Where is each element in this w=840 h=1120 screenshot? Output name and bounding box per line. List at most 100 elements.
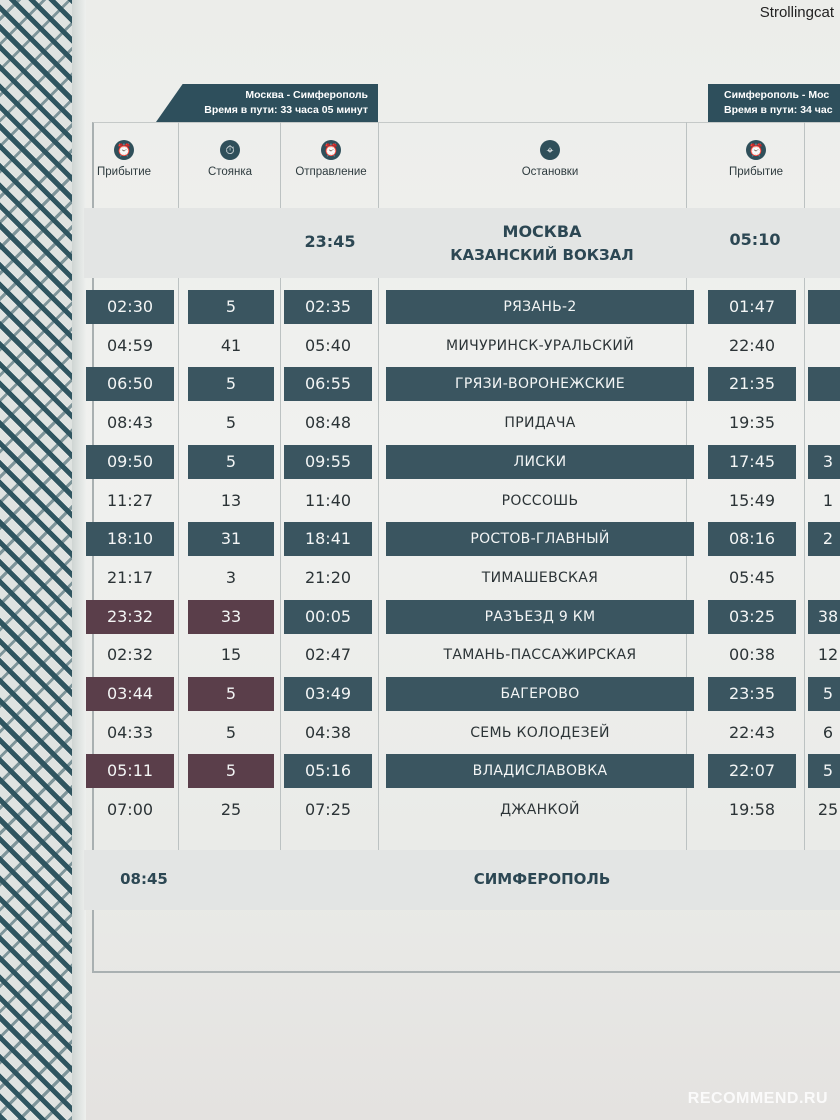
column-divider [686, 122, 687, 910]
return-arrival-time: 21:35 [708, 367, 796, 401]
return-stop-duration: 1 [822, 491, 834, 510]
stop-duration: 5 [188, 290, 274, 324]
return-stop-duration: 6 [822, 723, 834, 742]
station-name: ДЖАНКОЙ [500, 802, 580, 818]
departure-time: 09:55 [284, 445, 372, 479]
station-name: ПРИДАЧА [504, 415, 576, 431]
return-stop-duration [808, 406, 840, 440]
arrival-time: 03:44 [86, 677, 174, 711]
return-arrival-time: 15:49 [728, 491, 776, 510]
header-stations: ⌖ Остановки [480, 140, 620, 178]
stop-duration: 33 [188, 600, 274, 634]
stop-duration: 5 [188, 367, 274, 401]
route-title: Симферополь - Мос [724, 89, 830, 101]
return-arrival-time: 05:45 [728, 568, 776, 587]
return-arrival-time: 22:43 [728, 723, 776, 742]
station-name: СЕМЬ КОЛОДЕЗЕЙ [470, 725, 610, 741]
stop-duration: 5 [225, 413, 237, 432]
arrival-time: 07:00 [106, 800, 154, 819]
return-stop-duration: 25 [817, 800, 839, 819]
departure-time: 05:40 [304, 336, 352, 355]
arrival-time: 21:17 [106, 568, 154, 587]
station-name: ВЛАДИСЛАВОВКА [386, 754, 694, 788]
site-watermark: RECOMMEND.RU [687, 1090, 828, 1107]
column-divider [280, 122, 281, 910]
origin-row [84, 208, 840, 278]
origin-departure: 23:45 [304, 232, 356, 251]
return-arrival-time: 22:40 [728, 336, 776, 355]
station-name: МИЧУРИНСК-УРАЛЬСКИЙ [446, 338, 634, 354]
station-name: ТИМАШЕВСКАЯ [481, 570, 599, 586]
origin-station-line1: МОСКВА [502, 222, 582, 241]
station-name: РЯЗАНЬ-2 [386, 290, 694, 324]
header-departure: ⏰ Отправление [284, 140, 378, 178]
stop-duration: 5 [188, 677, 274, 711]
arrival-time: 06:50 [86, 367, 174, 401]
station-name: РАЗЪЕЗД 9 КМ [386, 600, 694, 634]
destination-row [84, 850, 840, 910]
return-stop-duration: 2 [808, 522, 840, 556]
header-label: Остановки [521, 166, 579, 178]
return-stop-duration: 3 [808, 445, 840, 479]
stop-duration: 31 [188, 522, 274, 556]
return-arrival-time: 19:35 [728, 413, 776, 432]
stop-duration: 15 [220, 645, 242, 664]
return-arrival-time: 22:07 [708, 754, 796, 788]
departure-time: 00:05 [284, 600, 372, 634]
arrival-time: 02:32 [106, 645, 154, 664]
arrival-time: 09:50 [86, 445, 174, 479]
arrival-time: 08:43 [106, 413, 154, 432]
map-pin-icon: ⌖ [540, 140, 560, 160]
column-divider [378, 122, 379, 910]
stop-duration: 5 [188, 445, 274, 479]
header-arrival: ⏰ Прибытие [86, 140, 162, 178]
return-arrival-time: 19:58 [728, 800, 776, 819]
departure-time: 06:55 [284, 367, 372, 401]
column-divider [804, 122, 805, 910]
return-arrival-time: 00:38 [728, 645, 776, 664]
arrival-time: 05:11 [86, 754, 174, 788]
stop-duration: 5 [225, 723, 237, 742]
header-return-arrival: ⏰ Прибытие [716, 140, 796, 178]
departure-time: 21:20 [304, 568, 352, 587]
stopwatch-icon: ⏱ [220, 140, 240, 160]
stop-duration: 5 [188, 754, 274, 788]
arrival-time: 04:33 [106, 723, 154, 742]
departure-time: 07:25 [304, 800, 352, 819]
station-name: РОСТОВ-ГЛАВНЫЙ [386, 522, 694, 556]
labyrinth-pattern-border [0, 0, 72, 1120]
station-name: БАГЕРОВО [386, 677, 694, 711]
stop-duration: 3 [225, 568, 237, 587]
header-label: Прибытие [728, 166, 784, 178]
route-header-moscow-simferopol: Москва - Симферополь Время в пути: 33 ча… [156, 84, 378, 122]
departure-time: 02:35 [284, 290, 372, 324]
return-arrival-time: 01:47 [708, 290, 796, 324]
header-label: Отправление [295, 166, 367, 178]
header-label: Прибытие [96, 166, 152, 178]
return-arrival-time: 03:25 [708, 600, 796, 634]
stop-duration: 25 [220, 800, 242, 819]
route-duration: Время в пути: 33 часа 05 минут [204, 104, 368, 116]
arrival-time: 23:32 [86, 600, 174, 634]
departure-time: 04:38 [304, 723, 352, 742]
column-divider [178, 122, 179, 910]
route-duration: Время в пути: 34 час [724, 104, 833, 116]
return-arrival-time: 23:35 [708, 677, 796, 711]
header-label: Стоянка [207, 166, 253, 178]
origin-return-arrival: 05:10 [729, 230, 781, 249]
departure-time: 18:41 [284, 522, 372, 556]
route-title: Москва - Симферополь [245, 89, 368, 101]
arrival-time: 02:30 [86, 290, 174, 324]
station-name: РОССОШЬ [501, 493, 579, 509]
route-header-simferopol-moscow: Симферополь - Мос Время в пути: 34 час [708, 84, 840, 122]
return-arrival-time: 17:45 [708, 445, 796, 479]
departure-time: 08:48 [304, 413, 352, 432]
return-stop-duration [808, 329, 840, 363]
departure-time: 11:40 [304, 491, 352, 510]
return-stop-duration [808, 290, 840, 324]
departure-time: 02:47 [304, 645, 352, 664]
return-stop-duration: 5 [808, 754, 840, 788]
stop-duration: 41 [220, 336, 242, 355]
departure-time: 05:16 [284, 754, 372, 788]
